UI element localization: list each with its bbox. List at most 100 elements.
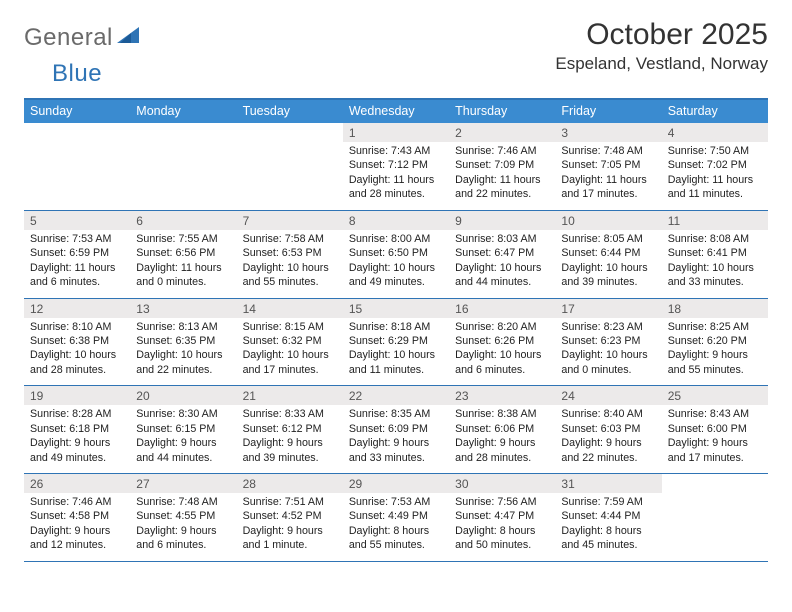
daylight-line: Daylight: 9 hours and 44 minutes.: [136, 436, 230, 465]
day-detail-cell: Sunrise: 8:43 AMSunset: 6:00 PMDaylight:…: [662, 405, 768, 473]
calendar: SundayMondayTuesdayWednesdayThursdayFrid…: [24, 98, 768, 562]
sunset-line: Sunset: 6:29 PM: [349, 334, 443, 348]
day-detail-cell: Sunrise: 8:05 AMSunset: 6:44 PMDaylight:…: [555, 230, 661, 298]
sunset-line: Sunset: 6:50 PM: [349, 246, 443, 260]
day-detail-cell: Sunrise: 7:46 AMSunset: 4:58 PMDaylight:…: [24, 493, 130, 561]
day-number-cell: 6: [130, 211, 236, 230]
day-number-row: 262728293031: [24, 474, 768, 493]
day-number-cell: 13: [130, 299, 236, 318]
day-number-cell: 9: [449, 211, 555, 230]
daylight-line: Daylight: 8 hours and 55 minutes.: [349, 524, 443, 553]
day-number-cell: 21: [237, 386, 343, 405]
day-detail-cell: Sunrise: 8:13 AMSunset: 6:35 PMDaylight:…: [130, 318, 236, 386]
day-number-cell: [662, 474, 768, 493]
sunrise-line: Sunrise: 7:43 AM: [349, 144, 443, 158]
day-detail-cell: Sunrise: 7:56 AMSunset: 4:47 PMDaylight:…: [449, 493, 555, 561]
day-detail-cell: Sunrise: 8:23 AMSunset: 6:23 PMDaylight:…: [555, 318, 661, 386]
daylight-line: Daylight: 9 hours and 12 minutes.: [30, 524, 124, 553]
sunrise-line: Sunrise: 7:53 AM: [349, 495, 443, 509]
week-block: 19202122232425Sunrise: 8:28 AMSunset: 6:…: [24, 386, 768, 474]
sunrise-line: Sunrise: 8:10 AM: [30, 320, 124, 334]
daylight-line: Daylight: 10 hours and 55 minutes.: [243, 261, 337, 290]
sunrise-line: Sunrise: 8:38 AM: [455, 407, 549, 421]
day-number-cell: 25: [662, 386, 768, 405]
sunset-line: Sunset: 7:05 PM: [561, 158, 655, 172]
day-detail-cell: [130, 142, 236, 210]
day-number-cell: 28: [237, 474, 343, 493]
sunrise-line: Sunrise: 8:43 AM: [668, 407, 762, 421]
sunrise-line: Sunrise: 8:00 AM: [349, 232, 443, 246]
day-number-cell: [237, 123, 343, 142]
sunrise-line: Sunrise: 7:51 AM: [243, 495, 337, 509]
sunset-line: Sunset: 6:15 PM: [136, 422, 230, 436]
day-number-cell: 5: [24, 211, 130, 230]
daylight-line: Daylight: 11 hours and 0 minutes.: [136, 261, 230, 290]
sunset-line: Sunset: 4:55 PM: [136, 509, 230, 523]
daylight-line: Daylight: 10 hours and 17 minutes.: [243, 348, 337, 377]
day-detail-cell: Sunrise: 7:51 AMSunset: 4:52 PMDaylight:…: [237, 493, 343, 561]
daylight-line: Daylight: 10 hours and 22 minutes.: [136, 348, 230, 377]
day-detail-cell: Sunrise: 8:40 AMSunset: 6:03 PMDaylight:…: [555, 405, 661, 473]
sunrise-line: Sunrise: 7:50 AM: [668, 144, 762, 158]
daylight-line: Daylight: 10 hours and 49 minutes.: [349, 261, 443, 290]
day-detail-cell: Sunrise: 8:03 AMSunset: 6:47 PMDaylight:…: [449, 230, 555, 298]
day-detail-cell: Sunrise: 8:28 AMSunset: 6:18 PMDaylight:…: [24, 405, 130, 473]
day-detail-cell: [237, 142, 343, 210]
week-block: 12131415161718Sunrise: 8:10 AMSunset: 6:…: [24, 299, 768, 387]
day-detail-cell: [662, 493, 768, 561]
day-of-week-cell: Wednesday: [343, 100, 449, 123]
daylight-line: Daylight: 10 hours and 39 minutes.: [561, 261, 655, 290]
day-number-cell: 17: [555, 299, 661, 318]
daylight-line: Daylight: 11 hours and 28 minutes.: [349, 173, 443, 202]
daylight-line: Daylight: 9 hours and 1 minute.: [243, 524, 337, 553]
sunrise-line: Sunrise: 8:35 AM: [349, 407, 443, 421]
day-number-cell: 7: [237, 211, 343, 230]
day-detail-cell: Sunrise: 8:33 AMSunset: 6:12 PMDaylight:…: [237, 405, 343, 473]
location-text: Espeland, Vestland, Norway: [555, 54, 768, 74]
daylight-line: Daylight: 8 hours and 50 minutes.: [455, 524, 549, 553]
day-detail-cell: Sunrise: 7:53 AMSunset: 6:59 PMDaylight:…: [24, 230, 130, 298]
sunrise-line: Sunrise: 7:48 AM: [136, 495, 230, 509]
day-number-cell: [24, 123, 130, 142]
sunrise-line: Sunrise: 7:59 AM: [561, 495, 655, 509]
sunset-line: Sunset: 6:44 PM: [561, 246, 655, 260]
sunrise-line: Sunrise: 8:23 AM: [561, 320, 655, 334]
day-detail-cell: Sunrise: 8:25 AMSunset: 6:20 PMDaylight:…: [662, 318, 768, 386]
sunset-line: Sunset: 6:59 PM: [30, 246, 124, 260]
day-detail-cell: Sunrise: 7:48 AMSunset: 4:55 PMDaylight:…: [130, 493, 236, 561]
day-number-cell: 12: [24, 299, 130, 318]
sunset-line: Sunset: 6:38 PM: [30, 334, 124, 348]
sunrise-line: Sunrise: 8:18 AM: [349, 320, 443, 334]
day-detail-cell: Sunrise: 7:43 AMSunset: 7:12 PMDaylight:…: [343, 142, 449, 210]
day-number-cell: [130, 123, 236, 142]
logo-triangle-icon: [117, 27, 139, 50]
daylight-line: Daylight: 9 hours and 17 minutes.: [668, 436, 762, 465]
day-number-cell: 14: [237, 299, 343, 318]
day-of-week-cell: Friday: [555, 100, 661, 123]
day-of-week-row: SundayMondayTuesdayWednesdayThursdayFrid…: [24, 100, 768, 123]
sunrise-line: Sunrise: 8:05 AM: [561, 232, 655, 246]
day-number-cell: 8: [343, 211, 449, 230]
day-detail-cell: Sunrise: 7:53 AMSunset: 4:49 PMDaylight:…: [343, 493, 449, 561]
sunset-line: Sunset: 6:53 PM: [243, 246, 337, 260]
day-detail-cell: Sunrise: 8:15 AMSunset: 6:32 PMDaylight:…: [237, 318, 343, 386]
day-number-cell: 18: [662, 299, 768, 318]
day-detail-cell: Sunrise: 7:59 AMSunset: 4:44 PMDaylight:…: [555, 493, 661, 561]
day-detail-row: Sunrise: 8:10 AMSunset: 6:38 PM Daylight:…: [24, 318, 768, 386]
daylight-line: Daylight: 10 hours and 11 minutes.: [349, 348, 443, 377]
day-detail-cell: Sunrise: 7:58 AMSunset: 6:53 PMDaylight:…: [237, 230, 343, 298]
day-number-cell: 30: [449, 474, 555, 493]
day-number-row: 567891011: [24, 211, 768, 230]
logo-word-2: Blue: [52, 60, 102, 88]
daylight-line: Daylight: 9 hours and 55 minutes.: [668, 348, 762, 377]
sunset-line: Sunset: 6:09 PM: [349, 422, 443, 436]
day-detail-cell: Sunrise: 8:10 AMSunset: 6:38 PMDaylight:…: [24, 318, 130, 386]
sunset-line: Sunset: 7:09 PM: [455, 158, 549, 172]
day-number-cell: 29: [343, 474, 449, 493]
sunrise-line: Sunrise: 8:03 AM: [455, 232, 549, 246]
logo-word-1: General: [24, 24, 113, 52]
daylight-line: Daylight: 10 hours and 33 minutes.: [668, 261, 762, 290]
sunrise-line: Sunrise: 7:48 AM: [561, 144, 655, 158]
day-detail-cell: Sunrise: 7:50 AMSunset: 7:02 PMDaylight:…: [662, 142, 768, 210]
day-number-row: 12131415161718: [24, 299, 768, 318]
